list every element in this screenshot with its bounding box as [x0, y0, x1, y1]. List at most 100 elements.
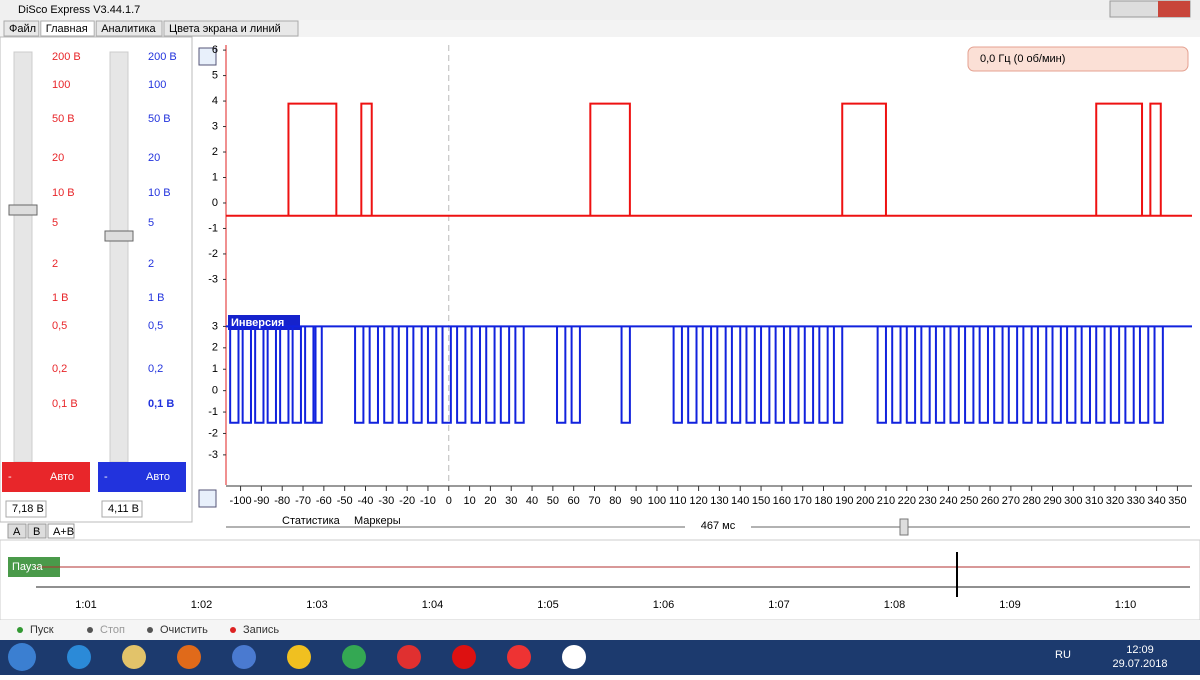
time-label: 1:02	[191, 599, 212, 611]
time-label: 1:07	[768, 599, 789, 611]
pulse	[314, 326, 323, 424]
channel-tab[interactable]	[7, 523, 27, 539]
x-tick-label: 110	[669, 495, 687, 507]
x-tick-label: 160	[773, 495, 791, 507]
scope-tab[interactable]: Статистика	[282, 515, 341, 527]
scale-label: 10 В	[148, 187, 171, 199]
scope-tab[interactable]: Маркеры	[354, 515, 401, 527]
taskbar-icon[interactable]	[397, 645, 421, 669]
x-tick-label: 140	[731, 495, 749, 507]
y-tick-label: -3	[208, 449, 218, 461]
y-tick-label: -1	[208, 222, 218, 234]
pulse	[426, 326, 438, 424]
start-button[interactable]	[8, 643, 36, 671]
pulse	[1149, 102, 1162, 216]
x-tick-label: 150	[752, 495, 770, 507]
taskbar-icon[interactable]	[452, 645, 476, 669]
slider-thumb[interactable]	[104, 230, 134, 242]
x-tick-label: 20	[484, 495, 496, 507]
time-label: 1:05	[537, 599, 558, 611]
taskbar-icon[interactable]	[562, 645, 586, 669]
auto-bar[interactable]	[98, 462, 186, 492]
control-label[interactable]: Стоп	[100, 624, 125, 636]
scale-label: 0,1 В	[148, 398, 174, 410]
taskbar-icon[interactable]	[67, 645, 91, 669]
slider-track	[109, 51, 129, 463]
channel-tab[interactable]	[27, 523, 47, 539]
x-tick-label: 50	[547, 495, 559, 507]
pulse	[1153, 326, 1164, 424]
pulse	[745, 326, 756, 424]
x-tick-label: -70	[295, 495, 311, 507]
span-thumb[interactable]	[899, 518, 909, 536]
pulse	[716, 326, 727, 424]
pulse	[287, 102, 338, 216]
zoom-button[interactable]	[198, 489, 217, 508]
pulse	[672, 326, 683, 424]
taskbar-icon[interactable]	[507, 645, 531, 669]
x-tick-label: -40	[358, 495, 374, 507]
control-label[interactable]: Запись	[243, 624, 279, 636]
taskbar-icon[interactable]	[342, 645, 366, 669]
scale-label: 0,5	[148, 320, 163, 332]
taskbar-icon[interactable]	[287, 645, 311, 669]
x-tick-label: 220	[898, 495, 916, 507]
pulse	[514, 326, 525, 424]
x-tick-label: 310	[1085, 495, 1103, 507]
y-tick-label: 6	[212, 44, 218, 56]
control-icon[interactable]	[147, 627, 153, 633]
x-tick-label: 0	[446, 495, 452, 507]
pulse	[1095, 326, 1106, 424]
pulse	[1066, 326, 1077, 424]
scale-label: 10 В	[52, 187, 75, 199]
scale-label: 100	[52, 79, 70, 91]
menu-tab[interactable]	[163, 20, 299, 37]
x-tick-label: 130	[710, 495, 728, 507]
auto-button: Авто	[146, 471, 170, 483]
reading: 7,18 В	[12, 503, 44, 515]
x-tick-label: 240	[939, 495, 957, 507]
menu-tab[interactable]	[40, 20, 95, 37]
slider-thumb[interactable]	[8, 204, 38, 216]
x-tick-label: -80	[274, 495, 290, 507]
x-tick-label: 40	[526, 495, 538, 507]
pulse	[397, 326, 409, 424]
pulse	[441, 326, 452, 424]
channel-tab-label: A	[13, 526, 21, 538]
control-label[interactable]: Очистить	[160, 624, 208, 636]
auto-bar[interactable]	[2, 462, 90, 492]
taskbar-icon[interactable]	[177, 645, 201, 669]
control-icon[interactable]	[230, 627, 236, 633]
x-tick-label: -20	[399, 495, 415, 507]
channel-tab[interactable]	[47, 523, 75, 539]
pulse	[412, 326, 423, 424]
control-icon[interactable]	[17, 627, 23, 633]
control-icon[interactable]	[87, 627, 93, 633]
scale-label: 50 В	[52, 113, 75, 125]
taskbar-icon[interactable]	[232, 645, 256, 669]
menu-tab[interactable]	[95, 20, 163, 37]
zoom-button[interactable]	[198, 47, 217, 66]
x-tick-label: -100	[230, 495, 252, 507]
y-tick-label: 1	[212, 363, 218, 375]
time-label: 1:01	[75, 599, 96, 611]
control-label[interactable]: Пуск	[30, 624, 54, 636]
menu-item: Файл	[9, 23, 36, 35]
x-tick-label: 200	[856, 495, 874, 507]
x-tick-label: 170	[794, 495, 812, 507]
channel-tab-label: B	[33, 526, 40, 538]
pulse	[803, 326, 815, 424]
y-tick-label: -2	[208, 248, 218, 260]
toolbar	[0, 620, 1200, 640]
menu-tab[interactable]	[3, 20, 40, 37]
time-label: 1:06	[653, 599, 674, 611]
pulse	[701, 326, 713, 424]
pulse	[841, 102, 887, 216]
x-tick-label: 260	[981, 495, 999, 507]
inversion-label: Инверсия	[231, 317, 284, 329]
taskbar-icon[interactable]	[122, 645, 146, 669]
close-button[interactable]	[1158, 1, 1190, 17]
y-tick-label: 1	[212, 171, 218, 183]
